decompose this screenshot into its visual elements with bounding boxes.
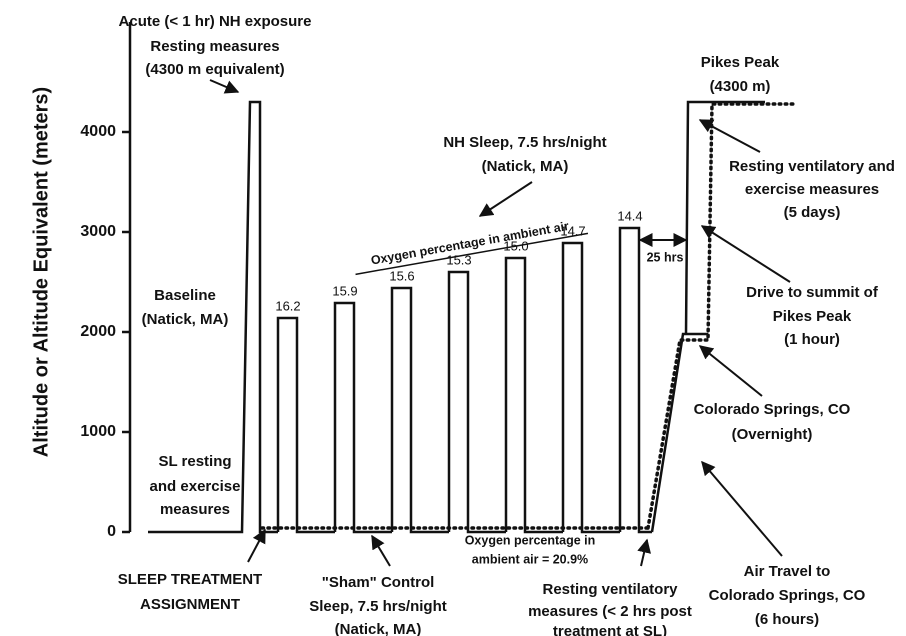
value-label: 15.6 xyxy=(389,268,414,283)
annotation: Oxygen percentage in xyxy=(465,533,596,547)
underline xyxy=(355,232,589,276)
annotation: (1 hour) xyxy=(784,331,840,348)
annotation: measures (< 2 hrs post xyxy=(528,603,692,620)
value-label: 14.7 xyxy=(560,223,585,238)
annotation: (4300 m) xyxy=(710,78,771,95)
annotation: Baseline xyxy=(154,287,216,304)
annotation: Resting ventilatory and xyxy=(729,158,895,175)
annotation: treatment at SL) xyxy=(553,623,667,636)
y-tick-label: 3000 xyxy=(80,223,116,240)
annotation: Sleep, 7.5 hrs/night xyxy=(309,598,447,615)
acute-exposure xyxy=(148,100,278,534)
sleep-bar xyxy=(390,286,449,534)
annotation: Pikes Peak xyxy=(773,308,852,325)
sleep-bar xyxy=(561,241,620,534)
arrow xyxy=(478,181,533,217)
annotation: Pikes Peak xyxy=(701,54,780,71)
sleep-bar xyxy=(333,301,392,534)
annotation: Air Travel to xyxy=(744,563,831,580)
arrow xyxy=(371,534,391,567)
arrow xyxy=(247,528,266,563)
annotation: SL resting xyxy=(158,453,231,470)
pikes-peak xyxy=(684,100,765,335)
y-axis-label: Altitude or Altitude Equivalent (meters) xyxy=(30,87,52,457)
arrow xyxy=(209,79,240,94)
colorado-springs xyxy=(650,332,708,533)
annotation: Resting measures xyxy=(150,38,279,55)
arrow xyxy=(698,345,763,397)
annotation: and exercise xyxy=(150,478,241,495)
value-label: 14.4 xyxy=(617,208,642,223)
arrow xyxy=(700,225,791,283)
annotation: (4300 m equivalent) xyxy=(145,61,284,78)
annotation: ASSIGNMENT xyxy=(140,596,240,613)
annotation: Colorado Springs, CO xyxy=(694,401,851,418)
annotation: (Overnight) xyxy=(732,426,813,443)
annotation: Colorado Springs, CO xyxy=(709,587,866,604)
annotation: ambient air = 20.9% xyxy=(472,552,588,566)
value-label: 15.3 xyxy=(446,252,471,267)
altitude-dotted-line xyxy=(646,102,797,530)
arrow xyxy=(701,460,783,557)
value-label: 15.0 xyxy=(503,238,528,253)
value-label: 16.2 xyxy=(275,298,300,313)
annotation: (Natick, MA) xyxy=(335,621,422,636)
annotation: "Sham" Control xyxy=(322,574,435,591)
sleep-bar xyxy=(276,316,335,534)
y-tick-label: 4000 xyxy=(80,123,116,140)
annotation: SLEEP TREATMENT xyxy=(118,571,262,588)
arrow xyxy=(637,538,651,567)
y-tick-label: 2000 xyxy=(80,323,116,340)
annotation: measures xyxy=(160,501,230,518)
annotation: exercise measures xyxy=(745,181,879,198)
sleep-bar xyxy=(618,226,652,534)
annotation: Acute (< 1 hr) NH exposure xyxy=(119,13,312,30)
y-tick-label: 1000 xyxy=(80,423,116,440)
annotation: (6 hours) xyxy=(755,611,819,628)
annotation: (5 days) xyxy=(784,204,841,221)
annotation: (Natick, MA) xyxy=(142,311,229,328)
annotation: (Natick, MA) xyxy=(482,158,569,175)
value-label: 15.9 xyxy=(332,283,357,298)
y-tick-label: 0 xyxy=(107,523,116,540)
sleep-bar xyxy=(504,256,563,534)
sleep-bar xyxy=(447,270,506,534)
annotation: Resting ventilatory xyxy=(542,581,678,598)
arrow xyxy=(698,119,761,153)
annotation: NH Sleep, 7.5 hrs/night xyxy=(443,134,606,151)
interval-label: 25 hrs xyxy=(647,250,684,264)
annotation: Drive to summit of xyxy=(746,284,879,301)
